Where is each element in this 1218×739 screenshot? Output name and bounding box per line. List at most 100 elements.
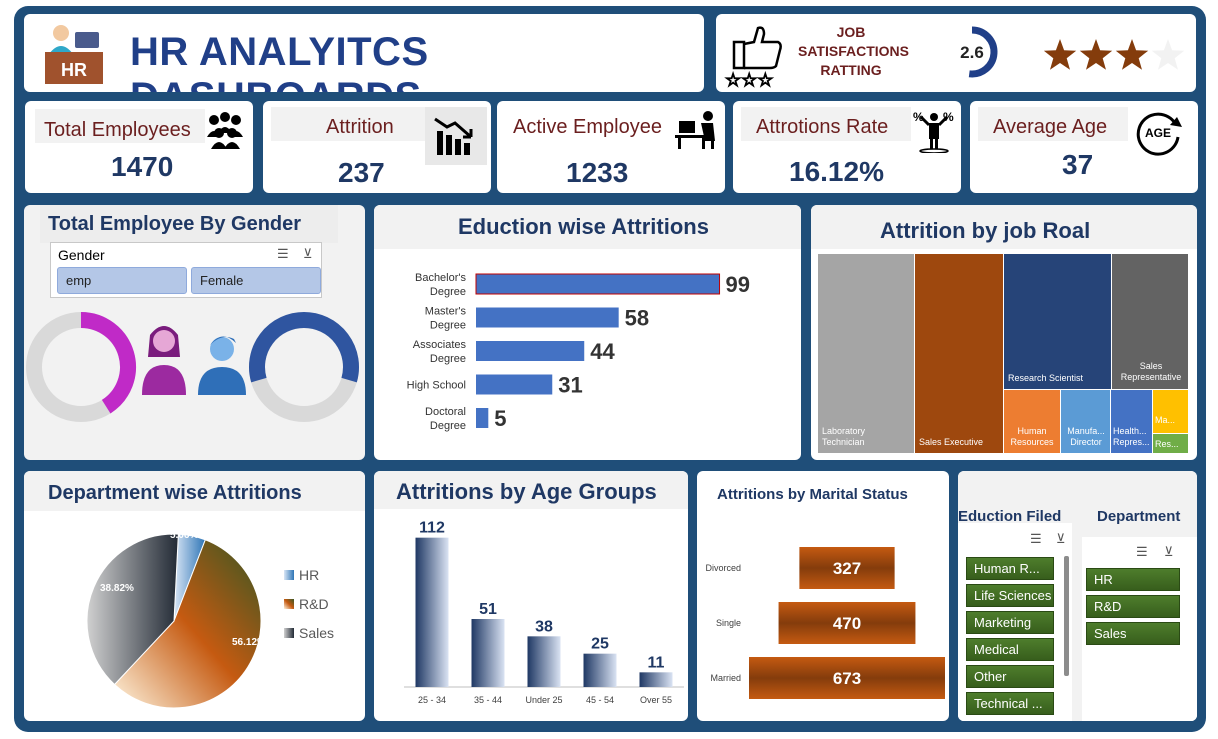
declining-chart-icon (425, 107, 487, 165)
age-bar[interactable] (415, 537, 449, 687)
multi-select-icon[interactable]: ☰ (277, 246, 289, 261)
edu-bar[interactable] (476, 307, 619, 328)
kpi-label-bg (978, 107, 1128, 141)
pie-data-label: 56.12% (232, 637, 266, 648)
marital-bar-value: 327 (833, 559, 861, 578)
department-option[interactable]: Sales (1086, 622, 1180, 645)
kpi-label: Attrition (326, 116, 394, 138)
department-option[interactable]: HR (1086, 568, 1180, 591)
star-icon (1151, 39, 1185, 70)
clear-filter-icon[interactable]: ⊻ (303, 246, 313, 261)
department-slicer-title: Department (1097, 508, 1181, 525)
multi-select-icon[interactable]: ☰ (1136, 544, 1148, 559)
age-category-label: 25 - 34 (418, 695, 446, 705)
marital-category-label: Married (710, 673, 741, 683)
legend-swatch (284, 599, 294, 609)
star-rating (1043, 24, 1190, 84)
edu-field-option[interactable]: Technical ... (966, 692, 1054, 715)
edu-bar[interactable] (476, 408, 489, 428)
age-card: Attritions by Age Groups 112 25 - 34 51 35 … (374, 471, 688, 721)
kpi-value: 37 (1062, 149, 1094, 180)
multi-select-icon[interactable]: ☰ (1030, 531, 1042, 546)
jobrole-title-bg (811, 205, 1197, 249)
edu-field-option[interactable]: Medical (966, 638, 1054, 661)
edu-bar[interactable] (475, 273, 721, 295)
kpi-value: 1233 (566, 157, 629, 188)
kpi-label: Average Age (993, 116, 1108, 138)
gender-option-female[interactable]: Female (191, 267, 321, 294)
education-card-title: Eduction wise Attritions (458, 214, 709, 239)
job-satisfaction-card: ☆☆☆ JOB SATISFACTIONS RATTING 2.6 (716, 14, 1196, 92)
age-icon-text: AGE (1145, 126, 1171, 140)
clear-filter-icon[interactable]: ⊻ (1056, 531, 1066, 546)
edu-field-scrollbar[interactable] (1064, 556, 1069, 676)
clear-filter-icon[interactable]: ⊻ (1164, 544, 1174, 559)
age-bar[interactable] (527, 636, 561, 687)
gender-option-emp[interactable]: emp (57, 267, 187, 294)
percentage-person-icon: %% (913, 109, 955, 158)
treemap-sales-executive[interactable]: Sales Executive (915, 254, 1003, 453)
age-category-label: 35 - 44 (474, 695, 502, 705)
satisfaction-score: 2.6 (960, 43, 984, 62)
kpi-label-bg (741, 107, 911, 141)
pie-data-label: 38.82% (100, 583, 134, 594)
svg-text:☆☆☆: ☆☆☆ (725, 70, 773, 88)
education-bar-chart: Bachelor's Degree 99 Master's Degree 58 Associ… (407, 272, 750, 432)
treemap-manufacturing-director[interactable]: Manufa... Director (1061, 390, 1110, 453)
edu-category-label: Associates Degree (413, 339, 467, 365)
treemap-manager[interactable]: Ma... (1153, 390, 1188, 433)
edu-field-option[interactable]: Human R... (966, 557, 1054, 580)
education-card: Eduction wise Attritions Bachelor's Degre… (374, 205, 801, 460)
department-option[interactable]: R&D (1086, 595, 1180, 618)
age-bar-value: 11 (648, 654, 665, 671)
edu-bar-value: 44 (590, 339, 615, 364)
kpi-attrition: Attrition 237 (263, 101, 491, 193)
treemap-human-resources[interactable]: Human Resources (1004, 390, 1060, 453)
edu-field-slicer-title: Eduction Filed (958, 508, 1062, 525)
kpi-value: 16.12% (789, 156, 884, 187)
edu-bar[interactable] (476, 341, 585, 361)
marital-card: Attritions by Marital Status 327 Divorced… (697, 471, 949, 721)
edu-field-option[interactable]: Other (966, 665, 1054, 688)
age-bar[interactable] (471, 619, 505, 687)
age-category-label: 45 - 54 (586, 695, 614, 705)
thumbs-up-icon: ☆☆☆ (724, 22, 788, 91)
jobrole-treemap: Laboratory Technician Sales Executive Re… (818, 254, 1188, 454)
edu-bar[interactable] (476, 374, 553, 395)
age-category-label: Under 25 (525, 695, 562, 705)
edu-bar-value: 31 (558, 373, 582, 398)
kpi-average-age: Average Age AGE 37 (970, 101, 1198, 193)
pie-slice-sales[interactable] (86, 533, 179, 686)
female-donut-arc (80, 312, 136, 414)
satisfaction-gauge: 2.6 (946, 26, 998, 78)
edu-bar-value: 5 (494, 406, 506, 431)
treemap-research-director[interactable]: Res... (1153, 434, 1188, 453)
marital-bar[interactable] (749, 657, 945, 699)
treemap-laboratory-technician[interactable]: Laboratory Technician (818, 254, 914, 453)
pie-slice-rd[interactable] (113, 539, 262, 709)
hr-logo-text: HR (61, 60, 87, 80)
kpi-label: Total Employees (44, 119, 191, 141)
job-satisfaction-label: JOB SATISFACTIONS RATTING (798, 24, 909, 78)
star-icon (1043, 39, 1077, 70)
marital-bar[interactable] (799, 547, 895, 589)
gender-slicer-title: Gender (58, 247, 105, 263)
department-card-title: Department wise Attritions (48, 482, 302, 504)
kpi-total-employees: Total Employees 1470 (25, 101, 253, 193)
age-bar[interactable] (583, 653, 617, 687)
treemap-research-scientist[interactable]: Research Scientist (1004, 254, 1111, 389)
kpi-label-bg (35, 109, 205, 143)
marital-bar[interactable] (778, 602, 916, 644)
age-bar-value: 51 (479, 601, 497, 618)
edu-field-option[interactable]: Life Sciences (966, 584, 1054, 607)
age-bar[interactable] (639, 672, 673, 687)
gender-donut-charts (26, 312, 359, 422)
treemap-sales-representative[interactable]: Sales Representative (1112, 254, 1188, 389)
pie-data-label: 5.06% (170, 530, 198, 541)
star-icon (1115, 39, 1149, 70)
education-title-bg (374, 205, 801, 249)
page-title: HR ANALYITCS DASHBOARDS (130, 30, 429, 92)
edu-field-option[interactable]: Marketing (966, 611, 1054, 634)
treemap-healthcare-representative[interactable]: Health... Repres... (1111, 390, 1152, 453)
gender-card-title: Total Employee By Gender (48, 213, 302, 235)
